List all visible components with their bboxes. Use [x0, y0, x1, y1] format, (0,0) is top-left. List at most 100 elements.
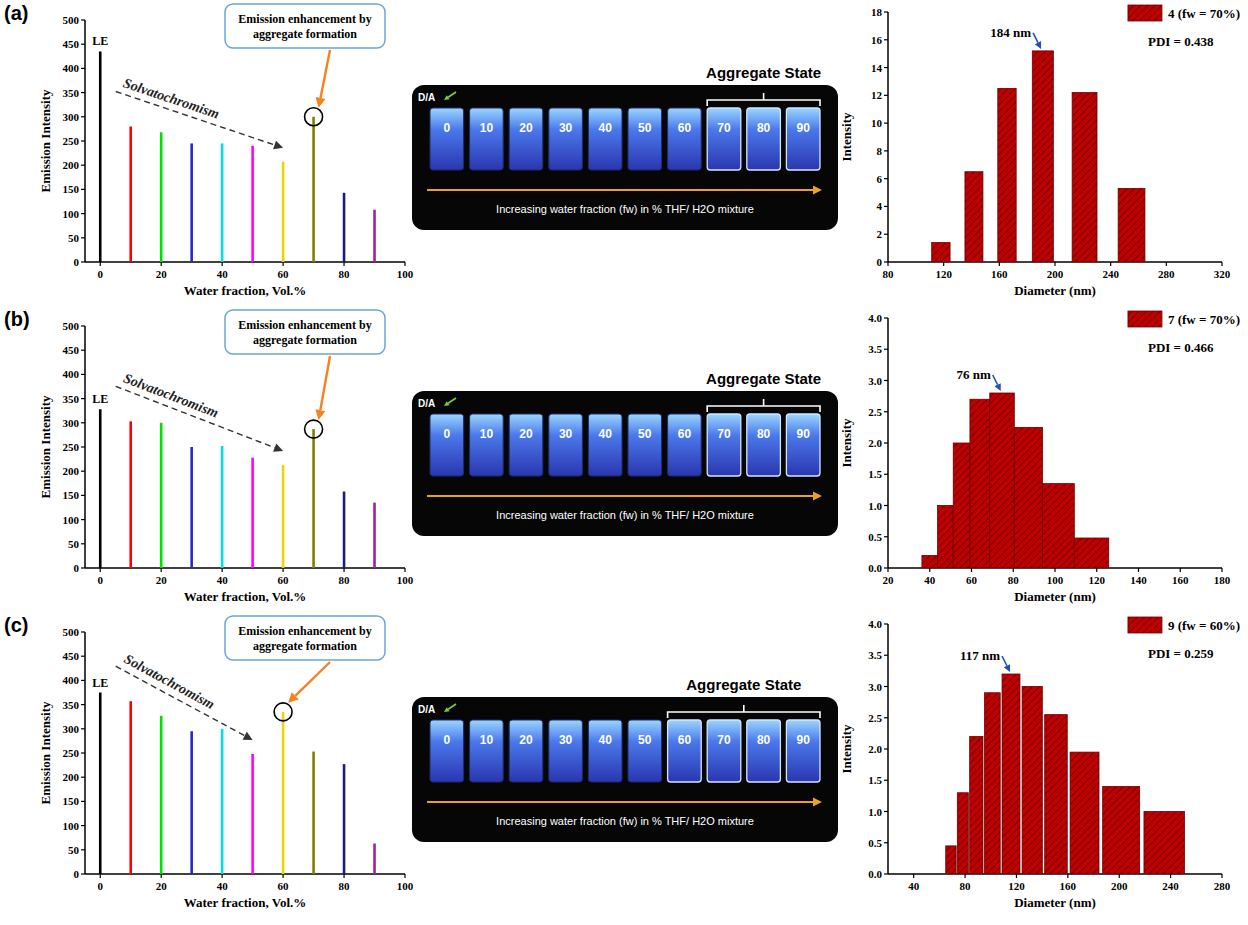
callout-arrow-head: [288, 692, 299, 703]
bar: [938, 506, 954, 569]
pdi-label: PDI = 0.466: [1148, 340, 1214, 355]
x-tick: [161, 874, 162, 878]
y-tick: [81, 350, 85, 351]
vial-label: 40: [599, 427, 613, 441]
y-tick: [884, 11, 888, 12]
x-tick-label: 100: [1047, 574, 1064, 586]
vial-label: 20: [519, 427, 533, 441]
stem: [312, 429, 315, 568]
vial: [668, 108, 702, 170]
trend-arrow-line: [116, 386, 275, 447]
vial-label: 0: [443, 427, 450, 441]
y-tick: [81, 777, 85, 778]
pdi-label: PDI = 0.259: [1148, 646, 1214, 661]
y-tick: [884, 123, 888, 124]
emission-chart: 0204060801000501001502002503003504004505…: [38, 616, 414, 910]
x-tick-label: 40: [908, 880, 920, 892]
x-axis-title: Diameter (nm): [1014, 895, 1096, 910]
bar: [985, 693, 1001, 874]
vial: [786, 414, 820, 476]
bar: [998, 88, 1016, 262]
water-arrow-line: [427, 495, 813, 497]
da-arrow-head: [444, 707, 450, 712]
y-tick: [81, 398, 85, 399]
stem: [190, 447, 193, 568]
vial: [628, 414, 662, 476]
bars: [932, 51, 1145, 262]
photo-caption: Increasing water fraction (fw) in % THF/…: [496, 203, 754, 215]
y-tick: [81, 92, 85, 93]
stem: [282, 465, 285, 568]
x-tick-label: 80: [960, 880, 972, 892]
y-tick-label: 4.0: [868, 312, 882, 324]
y-tick-label: 350: [63, 393, 80, 405]
bar: [1042, 484, 1074, 568]
peak-arrow-head: [1035, 41, 1041, 49]
trend-label: Solvatochromism: [121, 370, 220, 420]
y-tick-label: 18: [871, 6, 883, 18]
y-tick-label: 0: [74, 868, 80, 880]
bar: [1022, 687, 1042, 875]
stems: [100, 693, 374, 875]
stem: [221, 143, 224, 262]
vial-label: 60: [678, 121, 692, 135]
x-tick: [1138, 568, 1139, 572]
y-tick-label: 2.0: [868, 437, 882, 449]
y-tick: [884, 178, 888, 179]
y-tick: [884, 748, 888, 749]
x-tick: [943, 262, 944, 266]
stem: [251, 146, 254, 262]
y-axis-title: Intensity: [839, 724, 854, 774]
vial: [786, 720, 820, 782]
y-tick: [884, 411, 888, 412]
aggregate-bracket: [707, 399, 820, 412]
vial: [509, 414, 543, 476]
y-tick: [81, 519, 85, 520]
x-tick: [1016, 874, 1017, 878]
y-tick: [884, 206, 888, 207]
stem: [160, 423, 163, 568]
y-tick-label: 100: [63, 514, 80, 526]
y-tick: [81, 543, 85, 544]
y-tick-label: 300: [63, 723, 80, 735]
x-tick-label: 100: [397, 268, 414, 280]
y-tick-label: 14: [871, 62, 883, 74]
y-tick-label: 200: [63, 771, 80, 783]
photo-frame: [412, 391, 838, 536]
vial-label: 50: [638, 733, 652, 747]
y-tick: [81, 116, 85, 117]
stem: [282, 162, 285, 262]
vial: [588, 720, 622, 782]
y-tick: [81, 801, 85, 802]
callout-line: aggregate formation: [253, 639, 357, 653]
stem: [221, 446, 224, 568]
callout-line: Emission enhancement by: [238, 318, 371, 332]
y-tick: [884, 505, 888, 506]
stem: [99, 693, 102, 875]
x-tick: [100, 874, 101, 878]
y-tick-label: 0: [877, 256, 883, 268]
x-tick-label: 240: [1102, 268, 1119, 280]
vial-label: 90: [797, 733, 811, 747]
vial: [747, 414, 781, 476]
y-tick-label: 50: [68, 538, 80, 550]
y-tick-label: 500: [63, 320, 80, 332]
stem: [343, 764, 346, 874]
y-tick-label: 2.5: [868, 406, 882, 418]
y-tick-label: 0.0: [868, 868, 882, 880]
y-tick-label: 350: [63, 87, 80, 99]
y-tick: [81, 446, 85, 447]
vial-label: 40: [599, 121, 613, 135]
x-tick-label: 280: [1158, 268, 1175, 280]
x-tick-label: 140: [1130, 574, 1147, 586]
da-label: D/A: [418, 398, 435, 409]
bar: [1032, 51, 1053, 262]
callout-arrow-line: [321, 50, 330, 98]
y-tick: [81, 140, 85, 141]
da-arrow-line: [448, 398, 456, 403]
peak-arrow-line: [1033, 33, 1038, 43]
stem: [312, 752, 315, 874]
da-arrow-head: [444, 401, 450, 406]
y-tick-label: 150: [63, 795, 80, 807]
callout-circle: [274, 703, 292, 721]
